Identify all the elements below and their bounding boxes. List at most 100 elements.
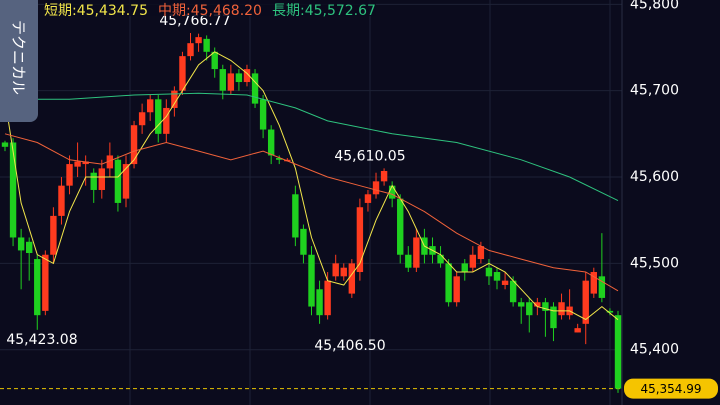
candle-body — [34, 259, 41, 316]
ma-line — [4, 133, 619, 292]
y-tick-label: 45,600 — [630, 169, 679, 185]
candle-body — [413, 237, 420, 268]
candle-body — [251, 73, 259, 104]
candle-body — [582, 280, 589, 324]
candle-body — [155, 99, 162, 134]
price-annotation: 45,406.50 — [314, 338, 385, 354]
price-annotation: 45,610.05 — [334, 148, 405, 164]
candle-body — [203, 38, 210, 52]
candle-body — [90, 172, 97, 190]
candle-body — [542, 302, 549, 311]
candle-body — [485, 267, 493, 277]
candle-body — [42, 254, 49, 311]
candle-body — [163, 107, 170, 134]
candle-body — [211, 51, 218, 70]
candle-body — [259, 99, 267, 130]
candle-body — [276, 158, 283, 160]
price-annotation: 45,766.77 — [159, 13, 230, 29]
candle-body — [445, 263, 452, 303]
candle-body — [348, 263, 356, 294]
y-tick-label: 45,800 — [630, 0, 679, 12]
price-annotation: 45,423.08 — [6, 332, 77, 348]
candle-body — [292, 194, 299, 238]
candle-body — [324, 280, 331, 316]
candle-body — [130, 125, 138, 165]
candle-body — [308, 254, 315, 307]
candle-body — [614, 315, 622, 389]
candle-body — [300, 228, 307, 255]
candle-body — [243, 69, 251, 83]
candle-body — [17, 237, 25, 251]
legend-value: 45,572.67 — [304, 3, 376, 19]
candle-body — [493, 272, 501, 281]
candle-body — [82, 161, 89, 165]
candle-body — [405, 254, 412, 268]
legend-name: 短期: — [44, 3, 77, 19]
candle-body — [50, 215, 57, 255]
candle-body — [526, 302, 533, 316]
candle-body — [219, 69, 226, 91]
legend-item: 中期:45,468.20 — [157, 0, 262, 19]
candle-body — [518, 302, 525, 307]
candle-body — [66, 164, 73, 186]
candle-body — [356, 207, 364, 273]
candle-body — [388, 185, 396, 199]
legend-item: 長期:45,572.67 — [271, 0, 376, 19]
candle-body — [122, 164, 130, 199]
candle-body — [195, 37, 202, 44]
candle-body — [235, 73, 243, 83]
candle-body — [437, 254, 444, 264]
candle-body — [146, 99, 154, 113]
candle-body — [477, 246, 485, 260]
candle-body — [25, 241, 33, 254]
candle-body — [332, 263, 339, 277]
y-tick-label: 45,700 — [630, 83, 679, 99]
candle-body — [453, 276, 460, 303]
y-tick-label: 45,400 — [630, 342, 679, 358]
candle-body — [501, 280, 509, 285]
price-badge-label: 45,354.99 — [640, 382, 701, 396]
legend-value: 45,434.75 — [76, 3, 148, 19]
price-badge — [624, 378, 718, 399]
candle-body — [397, 198, 404, 255]
candle-body — [574, 328, 581, 333]
legend-name: 長期: — [271, 3, 305, 19]
candle-body — [1, 142, 9, 147]
candle-body — [106, 155, 114, 169]
candle-body — [534, 302, 541, 307]
legend: 短期:45,434.75 中期:45,468.20 長期:45,572.67 — [44, 0, 376, 19]
legend-value: 45,468.20 — [190, 3, 262, 19]
candle-body — [316, 289, 323, 316]
side-tab[interactable]: テクニカル — [0, 0, 38, 122]
candle-body — [98, 168, 105, 190]
candle-body — [9, 142, 17, 238]
legend-name: 中期: — [157, 3, 191, 19]
legend-item: 短期:45,434.75 — [44, 0, 148, 19]
candle-body — [138, 112, 146, 126]
candle-body — [372, 181, 380, 195]
candle-body — [461, 263, 468, 273]
candle-body — [606, 310, 614, 313]
candle-body — [179, 56, 186, 91]
candle-body — [74, 161, 81, 167]
candle-body — [340, 267, 347, 277]
y-tick-label: 45,500 — [630, 255, 679, 271]
candle-body — [187, 43, 194, 57]
candle-body — [550, 306, 557, 329]
candle-body — [171, 90, 178, 108]
candle-body — [598, 276, 606, 298]
candle-body — [267, 129, 275, 156]
candle-body — [558, 302, 565, 316]
ma-line — [5, 92, 619, 202]
candle-body — [364, 194, 372, 203]
candle-body — [509, 280, 517, 303]
candle-body — [58, 185, 65, 216]
candle-body — [114, 159, 122, 203]
ma-line — [4, 51, 619, 321]
candle-body — [469, 254, 477, 268]
candle-body — [227, 73, 235, 91]
candle-body — [590, 272, 598, 294]
candle-body — [380, 170, 388, 182]
